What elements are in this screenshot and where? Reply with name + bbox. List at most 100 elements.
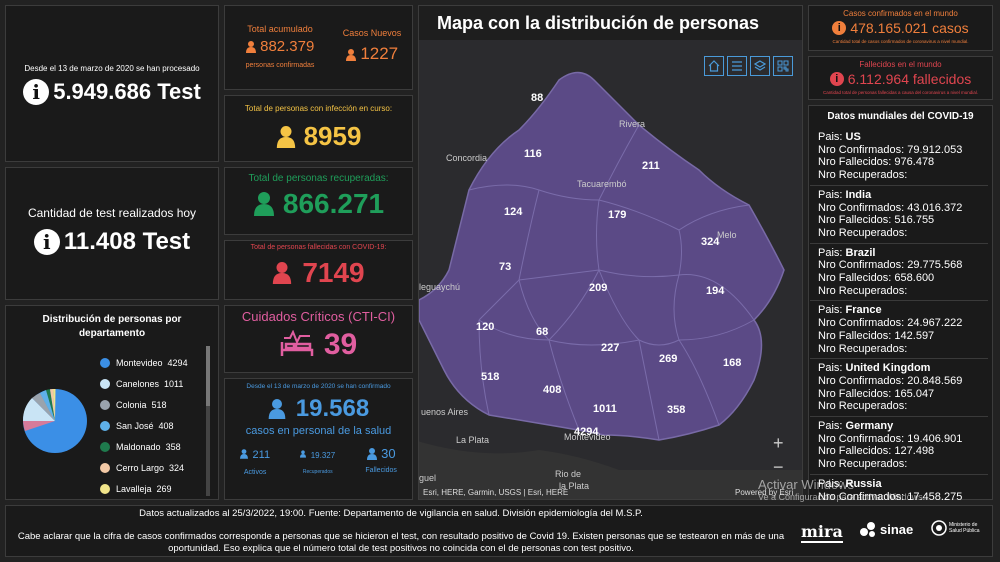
person-icon (240, 448, 249, 459)
deceased-label: Total de personas fallecidas con COVID-1… (250, 244, 387, 251)
uruguay-map[interactable] (419, 40, 803, 500)
health-staff-active-value: 211 (252, 449, 271, 461)
health-staff-recovered-label: Recuperados (302, 469, 333, 475)
active-value: 8959 (303, 121, 362, 151)
world-cases-sub: Cantidad total de casos confirmados de c… (832, 39, 969, 44)
map-count-label[interactable]: 116 (524, 148, 542, 160)
map-count-label[interactable]: 88 (531, 92, 544, 104)
layers-button[interactable] (750, 56, 770, 76)
zoom-out-button[interactable]: − (773, 457, 784, 477)
map-count-label[interactable]: 68 (536, 326, 549, 338)
map-place-label: Rio de (555, 469, 582, 479)
home-button[interactable] (704, 56, 724, 76)
list-item[interactable]: Pais: Brazil Nro Confirmados: 29.775.568… (810, 244, 988, 302)
world-data-list[interactable]: Pais: US Nro Confirmados: 79.912.053 Nro… (810, 128, 988, 500)
world-deaths-value: 6.112.964 fallecidos (847, 71, 972, 87)
distribution-legend: Montevideo 4294 Canelones 1011 Colonia 5… (100, 352, 200, 499)
map-title: Mapa con la distribución de personas (419, 6, 802, 40)
cti-label: Cuidados Críticos (CTI-CI) (241, 309, 396, 324)
map-count-label[interactable]: 168 (723, 357, 742, 369)
world-deaths-label: Fallecidos en el mundo (859, 60, 942, 69)
qr-button[interactable] (773, 56, 793, 76)
tests-total-panel: Desde el 13 de marzo de 2020 se han proc… (5, 5, 219, 162)
world-deaths-panel: Fallecidos en el mundo i 6.112.964 falle… (808, 56, 993, 100)
map-count-label[interactable]: 211 (642, 160, 660, 172)
health-staff-sub: casos en personal de la salud (245, 425, 392, 437)
list-item[interactable]: Pais: Russia Nro Confirmados: 17.458.275 (810, 475, 988, 500)
list-button[interactable] (727, 56, 747, 76)
list-item[interactable]: Pais: France Nro Confirmados: 24.967.222… (810, 301, 988, 360)
map-panel[interactable]: Mapa con la distribución de personas 88 … (418, 5, 803, 500)
map-count-label[interactable]: 179 (608, 209, 627, 221)
new-cases-value: 1227 (360, 44, 399, 63)
info-icon: i (829, 72, 844, 86)
person-icon (253, 192, 274, 216)
footer-updated-text: Datos actualizados al 25/3/2022, 19:00. … (139, 508, 643, 519)
list-icon (732, 61, 742, 71)
health-staff-active-label: Activos (243, 469, 267, 476)
distribution-title: Distribución de personas por departament… (42, 314, 182, 339)
map-count-label[interactable]: 120 (476, 321, 495, 333)
mira-logo: mira (801, 522, 843, 543)
distribution-pie-chart[interactable] (20, 386, 90, 456)
health-staff-deceased-value: 30 (381, 446, 396, 461)
info-icon: i (23, 79, 50, 105)
map-place-label: Rivera (619, 119, 646, 129)
world-data-title: Datos mundiales del COVID-19 (827, 111, 974, 122)
legend-scrollbar[interactable] (206, 346, 210, 496)
map-count-label[interactable]: 269 (659, 353, 678, 365)
layers-icon (754, 60, 766, 71)
list-item[interactable]: Pais: Germany Nro Confirmados: 19.406.90… (810, 417, 988, 475)
map-count-label[interactable]: 1011 (593, 403, 617, 415)
person-icon (276, 125, 295, 148)
accumulated-value: 882.379 (260, 38, 315, 55)
map-count-label[interactable]: 324 (701, 236, 720, 248)
map-count-label[interactable]: 227 (601, 342, 620, 354)
info-icon: i (33, 229, 60, 255)
zoom-in-button[interactable]: + (773, 433, 784, 453)
map-count-label[interactable]: 518 (481, 371, 500, 383)
person-icon (300, 450, 307, 458)
list-item[interactable]: Pais: India Nro Confirmados: 43.016.372 … (810, 186, 988, 244)
legend-item[interactable]: Lavalleja 269 (100, 478, 200, 499)
world-cases-value: 478.165.021 casos (850, 20, 969, 36)
map-count-label[interactable]: 358 (667, 404, 686, 416)
person-icon (273, 262, 292, 284)
person-icon (268, 399, 286, 419)
map-count-label[interactable]: 209 (589, 282, 608, 294)
map-count-label[interactable]: 124 (504, 206, 523, 218)
health-staff-panel: Desde el 13 de marzo de 2020 se han conf… (224, 378, 413, 500)
map-place-label: guel (419, 473, 437, 483)
legend-item[interactable]: Montevideo 4294 (100, 352, 200, 373)
map-place-label: la Plata (559, 481, 590, 491)
legend-item[interactable]: Maldonado 358 (100, 436, 200, 457)
map-count-label[interactable]: 408 (543, 384, 562, 396)
list-item[interactable]: Pais: United Kingdom Nro Confirmados: 20… (810, 359, 988, 418)
legend-item[interactable]: Cerro Largo 324 (100, 457, 200, 478)
active-label: Total de personas con infección en curso… (244, 104, 393, 113)
tests-today-caption: Cantidad de test realizados hoy (27, 206, 197, 220)
legend-item[interactable]: San José 408 (100, 415, 200, 436)
recovered-label: Total de personas recuperadas: (248, 173, 389, 184)
msp-logo: Ministerio de Salud Pública (949, 522, 980, 534)
list-item[interactable]: Pais: US Nro Confirmados: 79.912.053 Nro… (810, 128, 988, 186)
powered-by-esri[interactable]: Powered by Esri (735, 488, 794, 497)
cti-panel: Cuidados Críticos (CTI-CI) 39 (224, 305, 413, 373)
accumulated-sub: personas confirmadas (245, 62, 315, 69)
map-count-label[interactable]: 4294 (574, 426, 599, 438)
map-count-label[interactable]: 73 (499, 261, 512, 273)
world-data-panel: Datos mundiales del COVID-19 (808, 105, 993, 500)
legend-item[interactable]: Colonia 518 (100, 394, 200, 415)
recovered-value: 866.271 (282, 188, 385, 219)
cti-value: 39 (323, 328, 358, 361)
info-icon: i (832, 21, 847, 35)
world-cases-label: Casos confirmados en el mundo (843, 9, 958, 18)
map-count-label[interactable]: 194 (706, 285, 725, 297)
tests-total-caption: Desde el 13 de marzo de 2020 se han proc… (24, 64, 200, 73)
map-place-label: uenos Aires (421, 407, 469, 417)
recovered-panel: Total de personas recuperadas: 866.271 (224, 167, 413, 235)
legend-item[interactable]: Canelones 1011 (100, 373, 200, 394)
footer-panel: Datos actualizados al 25/3/2022, 19:00. … (5, 505, 993, 557)
health-staff-caption: Desde el 13 de marzo de 2020 se han conf… (246, 383, 391, 390)
person-icon (245, 40, 256, 53)
